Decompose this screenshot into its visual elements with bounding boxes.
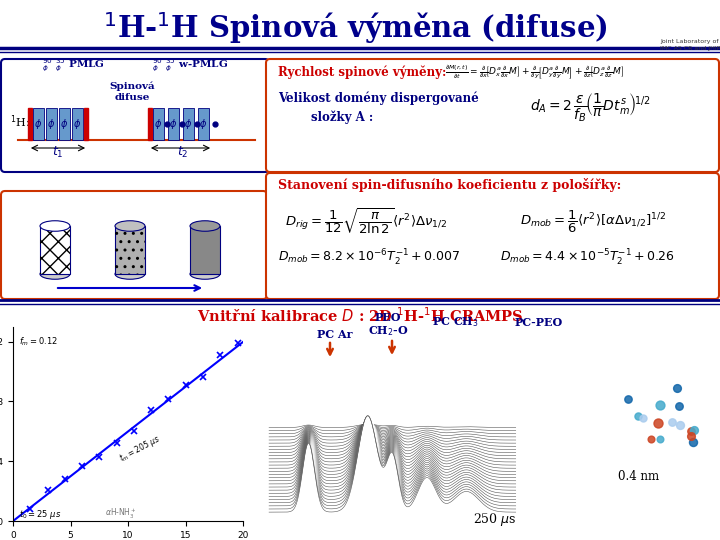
Text: Vnitřní kalibrace $D$ : 2D $^1$H-$^1$H CRAMPS: Vnitřní kalibrace $D$ : 2D $^1$H-$^1$H C… [197, 307, 523, 325]
Text: $t_1$: $t_1$ [52, 144, 64, 159]
Bar [46, 108, 57, 140]
Bar [183, 108, 194, 140]
Text: $t_m = 205\ \mu s$: $t_m = 205\ \mu s$ [117, 433, 163, 465]
Text: $^1$H:: $^1$H: [10, 114, 30, 130]
Ellipse shape [115, 221, 145, 231]
Text: PC CH$_3$: PC CH$_3$ [432, 315, 479, 329]
Text: Stanovení spin-difusního koeficientu z pološířky:: Stanovení spin-difusního koeficientu z p… [278, 178, 621, 192]
Text: $\frac{\partial M(r,t)}{\partial t}=\frac{\partial}{\partial x}\!\left[D_x^a\fra: $\frac{\partial M(r,t)}{\partial t}=\fra… [445, 63, 624, 80]
Bar [168, 108, 179, 140]
Bar [148, 108, 152, 140]
Text: $\phi$: $\phi$ [199, 117, 207, 131]
Text: $^1$H-$^1$H Spinová výměna (difuse): $^1$H-$^1$H Spinová výměna (difuse) [103, 10, 607, 46]
Bar [190, 226, 220, 274]
FancyBboxPatch shape [1, 59, 269, 172]
Text: $f_m = 0.12$: $f_m = 0.12$ [19, 336, 58, 348]
Text: $\phi$: $\phi$ [73, 117, 81, 131]
Text: $\phi$: $\phi$ [154, 117, 163, 131]
Bar [115, 226, 145, 274]
Bar [33, 108, 44, 140]
Text: Joint Laboratory of Solid-State NMR
IMC AS CR and JHIPC AS CR: Joint Laboratory of Solid-State NMR IMC … [660, 39, 720, 51]
Text: $\phi$: $\phi$ [35, 117, 42, 131]
Ellipse shape [190, 221, 220, 231]
Ellipse shape [115, 269, 145, 279]
Text: $D_{mob} = \dfrac{1}{6}\langle r^2\rangle[\alpha\Delta\nu_{1/2}]^{1/2}$: $D_{mob} = \dfrac{1}{6}\langle r^2\rangl… [520, 209, 667, 235]
Text: PC-PEO: PC-PEO [515, 316, 563, 327]
Text: $\phi$: $\phi$ [169, 117, 178, 131]
Ellipse shape [40, 221, 70, 231]
Text: $^{90}_\phi\ ^{35}_\phi$ w-PMLG: $^{90}_\phi\ ^{35}_\phi$ w-PMLG [152, 56, 228, 73]
Text: $\phi$: $\phi$ [48, 117, 55, 131]
Text: $\alpha$H-NH$_3^+$: $\alpha$H-NH$_3^+$ [105, 507, 137, 521]
Bar [40, 226, 70, 274]
Text: 250 $\mu$s: 250 $\mu$s [473, 511, 516, 529]
Text: $d_A = 2\,\dfrac{\varepsilon}{f_B}\!\left(\dfrac{1}{\pi}Dt_m^s\right)^{\!1/2}$: $d_A = 2\,\dfrac{\varepsilon}{f_B}\!\lef… [530, 92, 651, 124]
Ellipse shape [40, 269, 70, 279]
Text: PC Ar: PC Ar [317, 329, 353, 341]
Bar [198, 108, 209, 140]
Ellipse shape [190, 269, 220, 279]
Text: 0.4 nm: 0.4 nm [618, 470, 659, 483]
Text: $t_2$: $t_2$ [177, 144, 189, 159]
Text: Spinová
difuse: Spinová difuse [109, 82, 155, 102]
Bar [59, 108, 70, 140]
Text: PEO
CH$_2$-O: PEO CH$_2$-O [368, 312, 408, 339]
Text: $D_{mob} = 4.4\times10^{-5}T_2^{-1} + 0.26$: $D_{mob} = 4.4\times10^{-5}T_2^{-1} + 0.… [500, 248, 675, 268]
Bar [72, 108, 83, 140]
Text: Velikost domény dispergované
        složky A :: Velikost domény dispergované složky A : [278, 92, 479, 124]
Text: $D_{mob} = 8.2\times10^{-6}T_2^{-1} + 0.007$: $D_{mob} = 8.2\times10^{-6}T_2^{-1} + 0.… [278, 248, 460, 268]
Bar [28, 108, 32, 140]
FancyBboxPatch shape [1, 191, 267, 299]
Bar [115, 226, 145, 274]
Text: $D_{rig} = \dfrac{1}{12}\sqrt{\dfrac{\pi}{2\ln 2}}\langle r^2\rangle\Delta\nu_{1: $D_{rig} = \dfrac{1}{12}\sqrt{\dfrac{\pi… [285, 207, 447, 237]
Text: $t_0 = 25\ \mu s$: $t_0 = 25\ \mu s$ [19, 508, 61, 521]
Bar [84, 108, 88, 140]
Text: $\phi$: $\phi$ [60, 117, 68, 131]
Text: $\phi$: $\phi$ [184, 117, 192, 131]
Text: $^{90}_\phi\ ^{35}_\phi$ PMLG: $^{90}_\phi\ ^{35}_\phi$ PMLG [42, 56, 105, 73]
Bar [40, 226, 70, 274]
FancyBboxPatch shape [266, 173, 719, 299]
FancyBboxPatch shape [266, 59, 719, 172]
Bar [153, 108, 164, 140]
Text: Rychlost spinové výměny:: Rychlost spinové výměny: [278, 65, 446, 79]
